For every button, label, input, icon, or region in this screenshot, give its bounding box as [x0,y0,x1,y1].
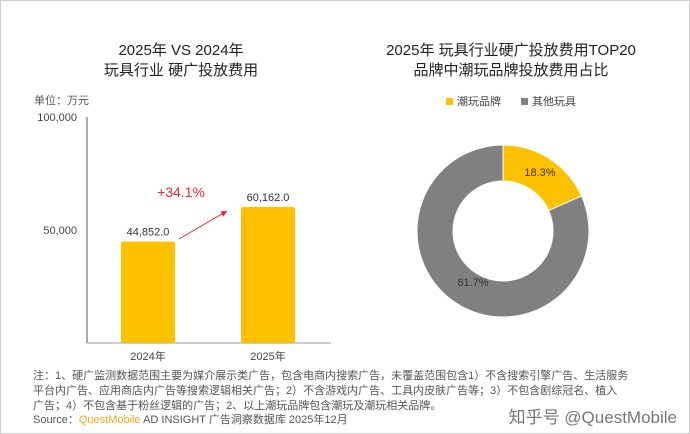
bar-chart-title: 2025年 VS 2024年 玩具行业 硬广投放费用 [61,41,301,81]
donut-chart-title: 2025年 玩具行业硬广投放费用TOP20 品牌中潮玩品牌投放费用占比 [371,41,651,81]
legend-label: 其他玩具 [532,96,576,108]
y-tick-label: 50,000 [43,225,77,237]
slice-label: 81.7% [457,277,488,289]
x-tick-label: 2025年 [250,349,285,363]
growth-arrow [178,210,228,240]
title-line: 品牌中潮玩品牌投放费用占比 [413,62,609,79]
source: Source：QuestMobile AD INSIGHT 广告洞察数据库 20… [33,411,348,427]
unit-label: 单位：万元 [34,95,89,107]
bar [241,207,295,343]
legend-swatch [446,97,453,105]
footnote: 注：1、硬广监测数据范围主要为媒介展示类广告，包含电商内搜索广告，未覆盖范围包含… [33,369,663,414]
watermark: 知乎号 @QuestMobile [508,408,677,427]
legend-swatch [521,97,528,105]
title-line: 玩具行业 硬广投放费用 [103,62,259,79]
source-text: AD INSIGHT 广告洞察数据库 2025年12月 [140,414,348,426]
x-tick-label: 2024年 [130,349,165,363]
title-line: 2025年 VS 2024年 [118,42,244,59]
note-line: 注：1、硬广监测数据范围主要为媒介展示类广告，包含电商内搜索广告，未覆盖范围包含… [33,370,629,382]
legend: 潮玩品牌 其他玩具 [446,93,576,109]
note-line: 平台内广告、应用商店内广告等搜索逻辑相关广告；2）不含游戏内广告、工具内皮肤广告… [33,385,618,397]
title-line: 2025年 玩具行业硬广投放费用TOP20 [386,42,636,59]
bar-value-label: 44,852.0 [127,227,170,239]
bar [121,241,175,343]
y-tick-label: 100,000 [37,112,77,124]
legend-label: 潮玩品牌 [457,96,501,108]
bar-value-label: 60,162.0 [247,192,290,204]
source-label: Source： [33,414,79,426]
source-brand: QuestMobile [78,414,141,426]
growth-annotation: +34.1% [157,184,205,200]
donut-slice [416,144,590,318]
slice-label: 18.3% [524,167,555,179]
note-line: 广告；4）不包含基于粉丝逻辑的广告；2、以上潮玩品牌包含潮玩及潮玩相关品牌。 [33,400,442,412]
